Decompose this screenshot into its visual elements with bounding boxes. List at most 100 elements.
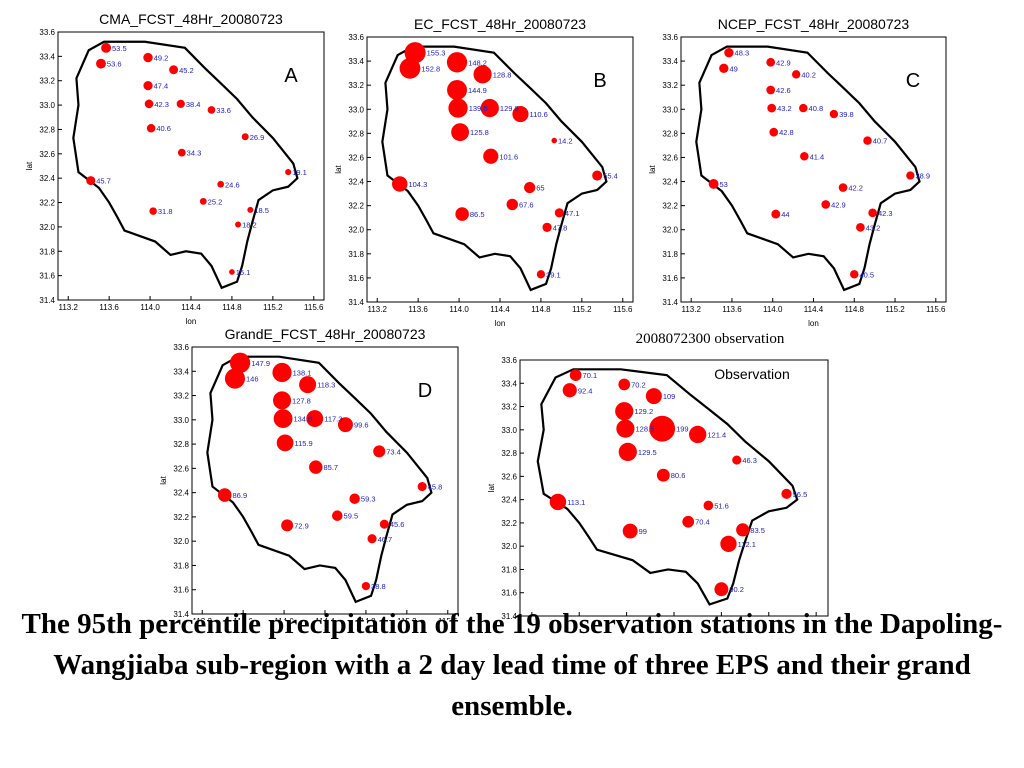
caption: The 95th percentile precipitation of the… <box>21 608 1003 722</box>
station-label: 51.6 <box>714 501 729 510</box>
station-label: 73.4 <box>386 447 401 456</box>
y-tick-label: 33.0 <box>662 105 678 114</box>
station-label: 53.6 <box>107 60 122 69</box>
station-label: 199 <box>676 425 689 434</box>
chart-title: EC_FCST_48Hr_20080723 <box>414 16 586 32</box>
station-bubble <box>332 510 343 521</box>
station-label: 67.6 <box>519 200 534 209</box>
y-tick-label: 32.0 <box>173 537 189 546</box>
station-bubble <box>536 270 546 279</box>
station-label: 40.7 <box>873 137 888 146</box>
station-label: 83.5 <box>750 526 765 535</box>
station-bubble <box>96 58 106 69</box>
x-tick-label: 114.0 <box>617 619 637 620</box>
station-bubble <box>838 183 848 192</box>
station-bubble <box>618 378 631 391</box>
y-tick-label: 32.8 <box>501 449 517 458</box>
station-label: 110.6 <box>530 110 548 119</box>
station-label: 113.1 <box>567 498 585 507</box>
station-bubble <box>273 409 293 429</box>
y-axis-label: lat <box>487 483 496 492</box>
station-bubble <box>615 402 634 421</box>
y-axis-label: lat <box>648 165 657 174</box>
panel-label: A <box>284 65 298 87</box>
station-label: 38.4 <box>186 100 201 109</box>
station-label: 117.3 <box>324 415 342 424</box>
chart-title: Observation <box>714 366 789 382</box>
station-bubble <box>781 488 792 499</box>
station-label: 129.8 <box>500 104 519 113</box>
station-bubble <box>732 455 742 465</box>
y-tick-label: 31.4 <box>348 298 364 307</box>
station-bubble <box>868 208 877 218</box>
y-tick-label: 33.2 <box>501 403 517 412</box>
y-tick-label: 33.4 <box>501 379 517 388</box>
station-label: 56.5 <box>793 490 808 499</box>
station-label: 125.8 <box>470 128 489 137</box>
x-tick-label: 115.2 <box>572 305 592 314</box>
y-tick-label: 31.6 <box>662 274 678 283</box>
station-bubble <box>549 493 567 511</box>
station-label: 47.8 <box>553 223 568 232</box>
panel-label: D <box>418 380 432 402</box>
station-bubble <box>719 63 729 74</box>
station-bubble <box>446 52 468 73</box>
y-tick-label: 31.8 <box>662 250 678 259</box>
x-tick-label: 113.2 <box>681 305 701 314</box>
chart-title: GrandE_FCST_48Hr_20080723 <box>225 326 426 342</box>
station-bubble <box>399 57 421 79</box>
station-label: 90.2 <box>729 585 744 594</box>
x-tick-label: 115.6 <box>926 305 946 314</box>
station-label: 70.2 <box>631 380 646 389</box>
station-bubble <box>247 206 254 213</box>
station-label: 109 <box>663 392 676 401</box>
y-tick-label: 33.2 <box>348 81 364 90</box>
y-axis-label: lat <box>159 476 168 485</box>
station-label: 70.1 <box>583 371 598 380</box>
x-tick-label: 114.4 <box>181 303 201 312</box>
station-bubble <box>306 410 324 428</box>
y-tick-label: 32.2 <box>501 519 517 528</box>
y-tick-label: 33.4 <box>662 57 678 66</box>
station-label: 104.3 <box>408 180 427 189</box>
station-bubble <box>708 179 719 189</box>
x-tick-label: 113.6 <box>408 305 428 314</box>
station-bubble <box>379 519 389 529</box>
y-tick-label: 33.6 <box>662 33 678 42</box>
station-bubble <box>349 493 360 504</box>
station-bubble <box>199 197 207 205</box>
y-tick-label: 33.2 <box>39 77 55 86</box>
station-bubble <box>272 362 292 383</box>
y-tick-label: 32.0 <box>39 223 55 232</box>
station-label: 42.3 <box>154 100 169 109</box>
x-tick-label: 115.6 <box>806 619 826 620</box>
station-label: 55.4 <box>603 172 618 181</box>
station-bubble <box>373 445 386 458</box>
station-label: 19.1 <box>292 168 307 177</box>
y-tick-label: 31.4 <box>173 610 189 619</box>
station-bubble <box>703 500 714 511</box>
station-bubble <box>483 148 499 164</box>
station-label: 127.8 <box>292 396 311 405</box>
station-bubble <box>799 103 808 113</box>
station-bubble <box>551 137 558 144</box>
x-tick-label: 113.2 <box>368 305 388 314</box>
y-tick-label: 33.4 <box>348 57 364 66</box>
y-tick-label: 32.6 <box>173 464 189 473</box>
y-tick-label: 31.6 <box>348 274 364 283</box>
x-tick-label: 114.8 <box>845 305 865 314</box>
x-tick-label: 115.6 <box>438 617 458 620</box>
y-tick-label: 31.4 <box>39 296 55 305</box>
station-bubble <box>562 383 577 398</box>
x-tick-label: 113.2 <box>59 303 79 312</box>
station-label: 24.6 <box>225 180 240 189</box>
station-label: 25.2 <box>208 197 223 206</box>
station-label: 72.9 <box>294 521 309 530</box>
station-label: 134.8 <box>293 415 312 424</box>
station-bubble <box>649 415 676 442</box>
y-tick-label: 33.6 <box>501 356 517 365</box>
y-tick-label: 33.0 <box>173 416 189 425</box>
station-label: 26.9 <box>250 133 265 142</box>
station-bubble <box>829 109 839 119</box>
station-label: 128.5 <box>635 425 654 434</box>
